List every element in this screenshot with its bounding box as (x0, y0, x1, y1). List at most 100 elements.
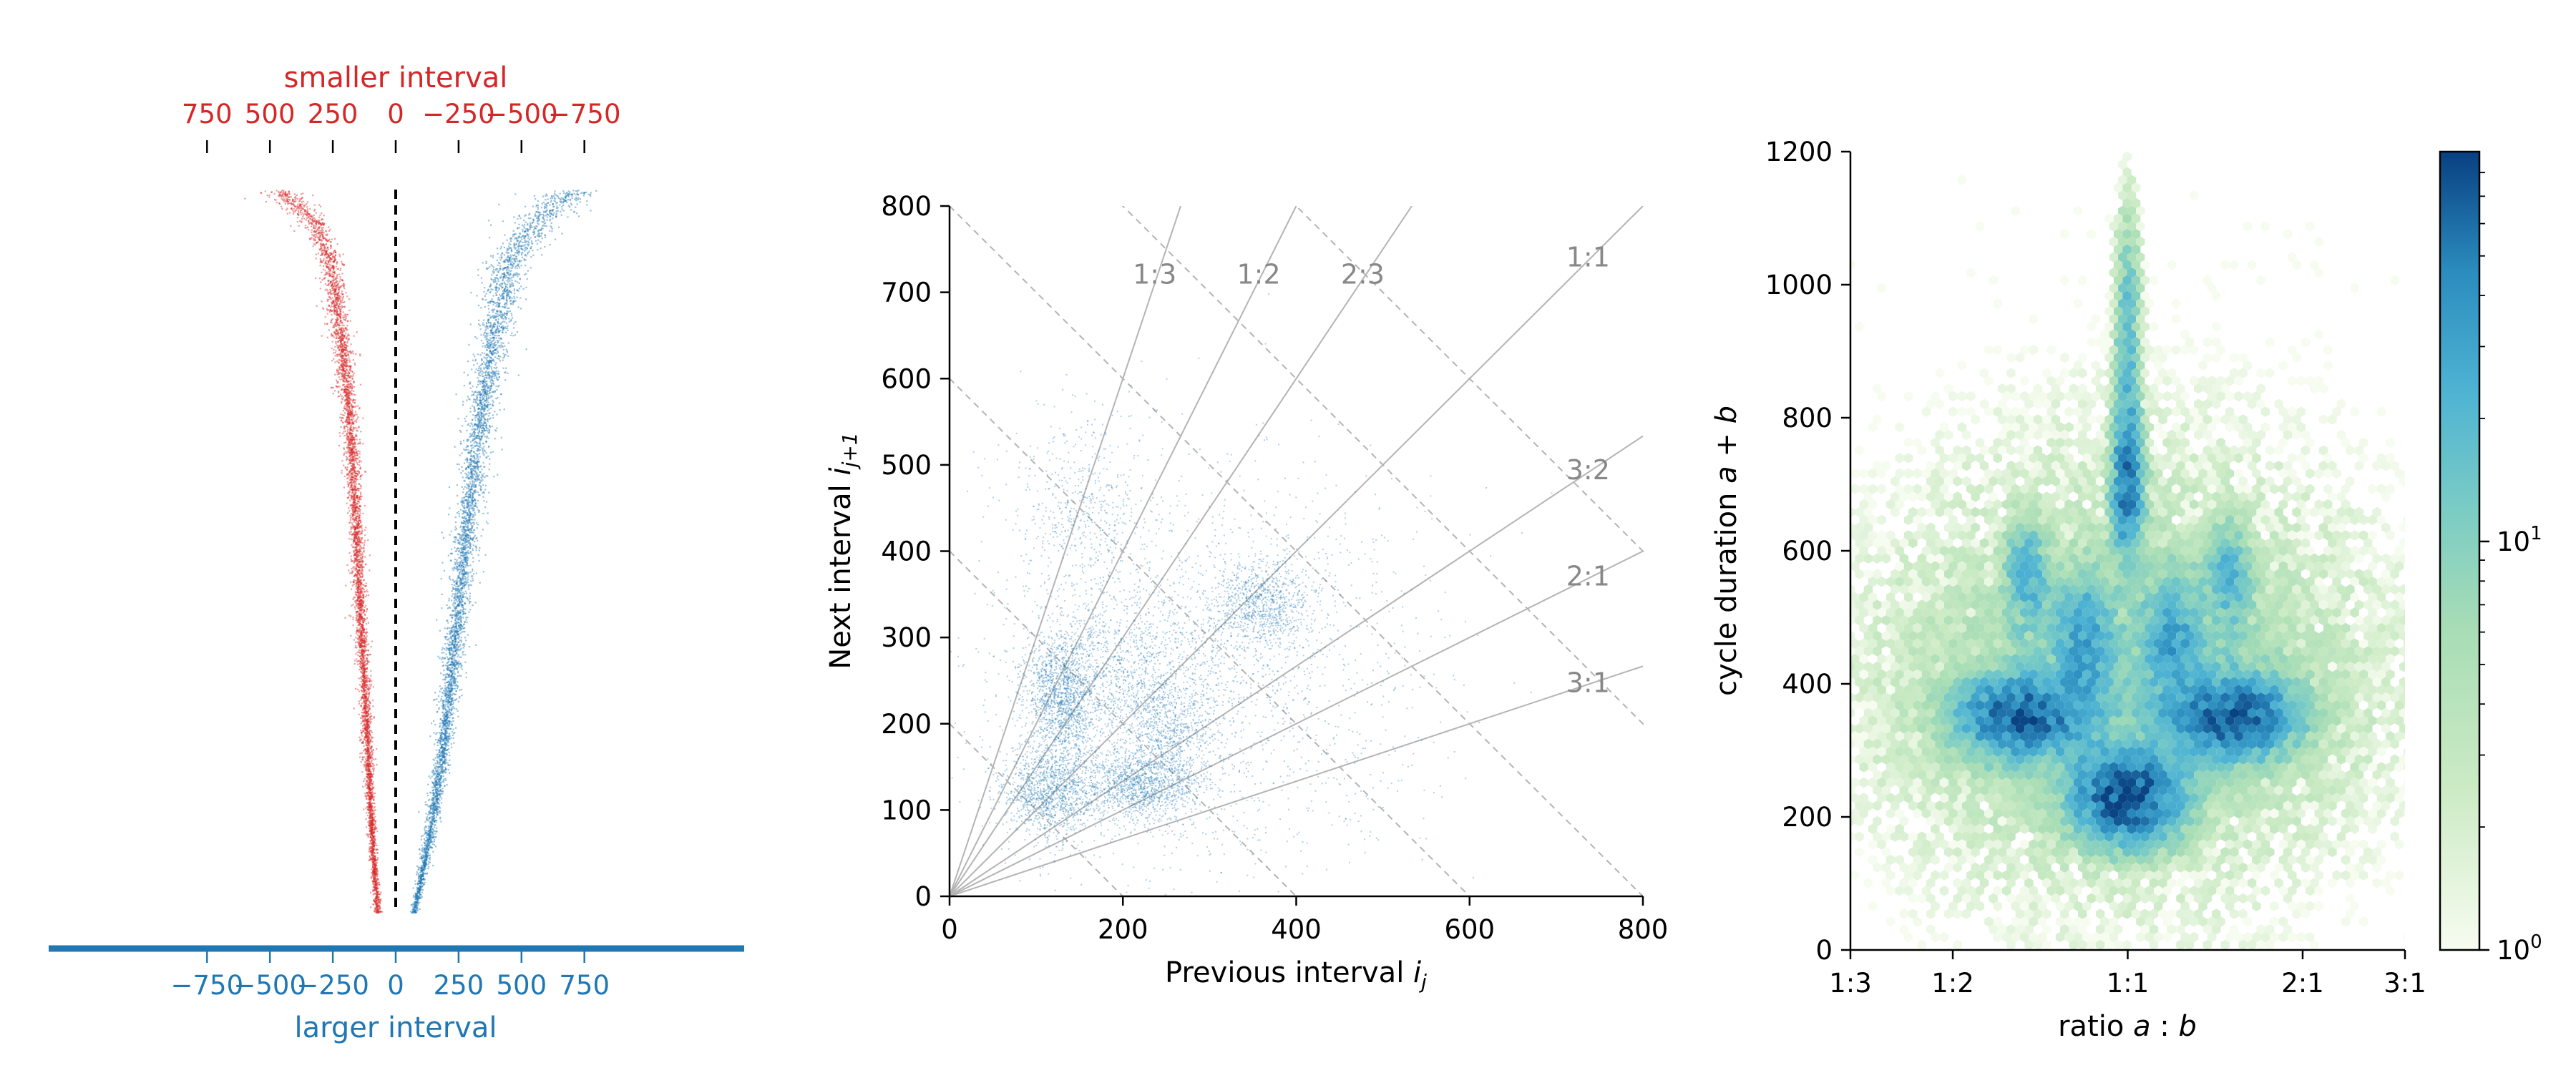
asymmetry-point (351, 435, 353, 437)
asymmetry-point (313, 239, 316, 241)
asymmetry-point (328, 255, 331, 258)
asymmetry-point (323, 323, 326, 325)
asymmetry-point (281, 199, 283, 201)
asymmetry-point (357, 598, 359, 600)
asymmetry-point (362, 708, 364, 710)
asymmetry-point (338, 323, 341, 325)
asymmetry-point (361, 659, 364, 662)
asymmetry-point (361, 573, 363, 575)
asymmetry-point (348, 507, 350, 509)
asymmetry-point (336, 302, 338, 304)
asymmetry-point (280, 195, 283, 197)
asymmetry-point (346, 351, 348, 353)
asymmetry-point (369, 815, 371, 817)
asymmetry-point (346, 399, 348, 401)
asymmetry-point (361, 652, 363, 654)
asymmetry-point (348, 418, 351, 420)
asymmetry-point (341, 335, 343, 337)
asymmetry-point (373, 786, 375, 788)
asymmetry-point (307, 212, 309, 215)
asymmetry-point (339, 331, 342, 333)
asymmetry-point (340, 330, 342, 333)
asymmetry-point (347, 366, 349, 368)
asymmetry-point (360, 564, 362, 567)
asymmetry-point (364, 733, 366, 735)
asymmetry-point (358, 426, 360, 428)
asymmetry-point (353, 519, 356, 521)
asymmetry-point (360, 635, 362, 637)
asymmetry-point (349, 411, 351, 413)
asymmetry-point (366, 780, 369, 782)
asymmetry-point (353, 506, 356, 509)
asymmetry-point (353, 446, 355, 449)
asymmetry-point (313, 226, 315, 228)
asymmetry-point (348, 474, 350, 476)
asymmetry-point (379, 901, 381, 903)
asymmetry-point (364, 619, 366, 621)
asymmetry-point (376, 901, 378, 903)
asymmetry-point (369, 764, 371, 766)
asymmetry-point (350, 528, 352, 530)
asymmetry-point (336, 298, 338, 300)
asymmetry-point (333, 299, 335, 301)
asymmetry-point (342, 253, 344, 255)
asymmetry-point (377, 891, 379, 893)
asymmetry-point (342, 363, 344, 365)
asymmetry-point (356, 627, 358, 629)
asymmetry-point (370, 876, 372, 878)
asymmetry-point (363, 808, 365, 810)
asymmetry-point (358, 501, 360, 504)
asymmetry-point (372, 749, 374, 751)
asymmetry-point (346, 295, 348, 298)
asymmetry-point (343, 341, 346, 343)
asymmetry-point (339, 313, 341, 315)
asymmetry-point (368, 700, 370, 702)
asymmetry-point (354, 561, 356, 563)
asymmetry-point (363, 667, 365, 670)
asymmetry-point (378, 893, 380, 895)
asymmetry-point (357, 500, 360, 502)
asymmetry-point (366, 727, 369, 730)
asymmetry-point (338, 366, 341, 368)
asymmetry-point (374, 829, 376, 831)
asymmetry-point (350, 581, 352, 583)
asymmetry-point (362, 656, 364, 658)
asymmetry-point (371, 795, 373, 798)
asymmetry-point (347, 338, 349, 340)
asymmetry-point (342, 368, 344, 370)
asymmetry-point (371, 856, 374, 858)
asymmetry-point (373, 819, 375, 821)
asymmetry-point (333, 390, 336, 392)
asymmetry-point (359, 584, 361, 587)
asymmetry-point (363, 617, 365, 619)
asymmetry-point (338, 295, 341, 298)
asymmetry-point (359, 355, 361, 357)
asymmetry-point (369, 654, 371, 656)
asymmetry-point (352, 401, 354, 403)
asymmetry-point (328, 238, 331, 240)
asymmetry-point (363, 645, 365, 647)
asymmetry-point (358, 597, 361, 599)
asymmetry-point (332, 260, 334, 263)
asymmetry-point (347, 381, 349, 383)
asymmetry-point (369, 830, 371, 833)
asymmetry-point (304, 227, 306, 229)
asymmetry-point (337, 300, 339, 302)
asymmetry-point (364, 564, 366, 566)
asymmetry-point (331, 253, 333, 255)
asymmetry-point (338, 298, 341, 300)
asymmetry-point (350, 465, 352, 467)
asymmetry-point (361, 539, 363, 541)
asymmetry-point (353, 509, 356, 511)
asymmetry-point (314, 236, 316, 238)
asymmetry-point (348, 397, 351, 399)
asymmetry-point (372, 842, 374, 845)
asymmetry-point (354, 406, 356, 408)
asymmetry-point (353, 438, 355, 441)
asymmetry-point (336, 243, 338, 245)
asymmetry-point (346, 379, 348, 381)
asymmetry-point (368, 755, 370, 758)
asymmetry-point (351, 461, 353, 463)
asymmetry-point (358, 600, 361, 602)
asymmetry-point (359, 441, 361, 444)
